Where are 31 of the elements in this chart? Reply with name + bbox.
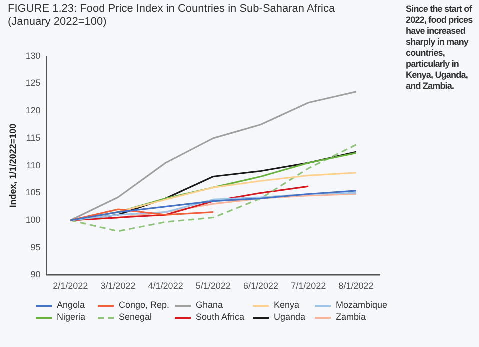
legend-label: Uganda: [274, 312, 306, 322]
legend-label: Nigeria: [57, 312, 86, 322]
x-tick-label: 4/1/2022: [148, 281, 184, 292]
text: Since the start of 2022, food prices have increased sharply in many countries, particularly in Kenya, Uganda, and Zambia.: [406, 4, 474, 92]
y-tick-label: 90: [30, 270, 41, 280]
x-tick-label: 2/1/2022: [53, 281, 88, 292]
line-series: [70, 144, 357, 232]
x-tick-label: 3/1/2022: [100, 281, 136, 292]
x-tick-label: 8/1/2022: [338, 281, 374, 292]
x-tick-label: 7/1/2022: [291, 281, 326, 292]
y-tick-label: 100: [26, 214, 41, 225]
y-tick-label: 110: [26, 160, 41, 170]
legend-label: Zambia: [336, 312, 366, 322]
legend-label: Mozambique: [336, 300, 388, 310]
legend-label: Ghana: [196, 300, 224, 310]
y-tick-label: 115: [26, 132, 41, 143]
legend-label: South Africa: [196, 312, 245, 322]
legend-label: Congo, Rep.: [119, 300, 170, 310]
legend-label: Angola: [57, 300, 86, 310]
y-tick-label: 120: [26, 106, 41, 116]
legend-label: Senegal: [119, 312, 152, 322]
y-tick-label: 130: [26, 50, 41, 61]
x-tick-label: 6/1/2022: [243, 281, 279, 292]
y-axis-title: Index, 1/1/2022=100: [8, 124, 18, 208]
chart-subtitle: (January 2022=100): [8, 16, 108, 29]
x-tick-label: 5/1/2022: [196, 281, 231, 292]
chart-title: FIGURE 1.23: Food Price Index in Countries in Sub-Saharan Africa: [8, 3, 336, 16]
legend-label: Kenya: [274, 300, 300, 310]
y-tick-label: 105: [26, 188, 41, 198]
y-tick-label: 95: [30, 242, 41, 252]
y-tick-label: 125: [26, 78, 41, 88]
